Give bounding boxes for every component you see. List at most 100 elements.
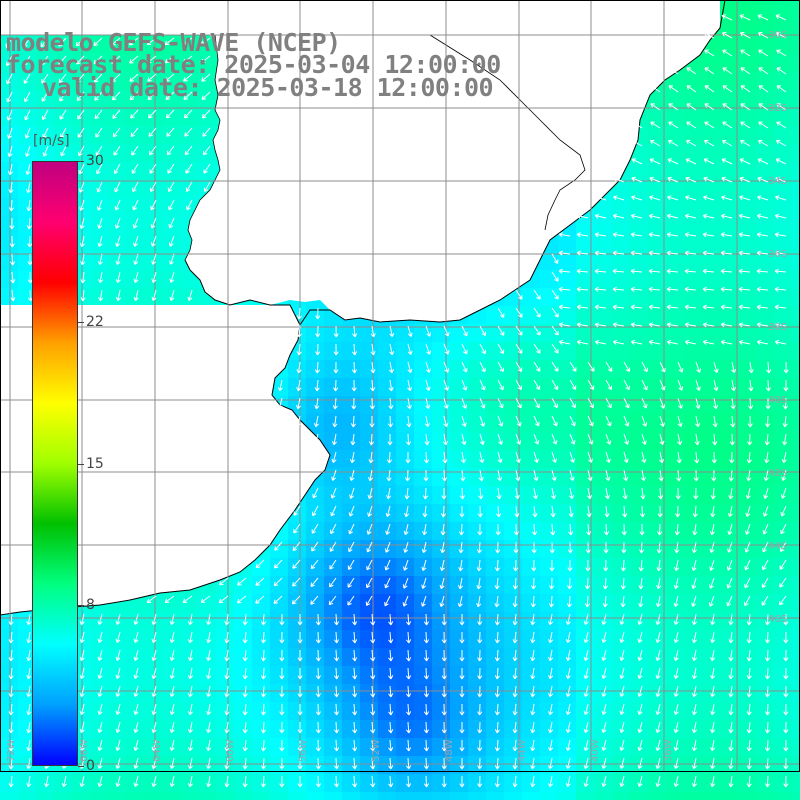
wind-speed-cell (306, 792, 324, 800)
wind-speed-cell (90, 288, 108, 306)
wind-arrow (97, 613, 103, 625)
wind-arrow (441, 613, 447, 626)
wind-speed-cell (792, 396, 800, 414)
wind-speed-cell (432, 522, 450, 540)
wind-arrow (650, 85, 661, 93)
wind-arrow (7, 145, 13, 157)
wind-arrow (168, 199, 175, 211)
wind-arrow (151, 289, 157, 301)
wind-arrow (513, 542, 519, 554)
wind-arrow (79, 235, 85, 248)
wind-speed-cell (324, 522, 342, 540)
wind-arrow (148, 109, 157, 119)
wind-arrow (26, 613, 32, 626)
wind-speed-cell (558, 774, 576, 792)
wind-speed-cell (666, 396, 684, 414)
wind-arrow (783, 379, 789, 392)
wind-speed-cell (324, 378, 342, 396)
wind-arrow (776, 103, 787, 111)
wind-speed-cell (144, 270, 162, 288)
wind-arrow (720, 304, 733, 310)
wind-arrow (297, 721, 303, 734)
wind-arrow (703, 31, 715, 39)
wind-speed-cell (648, 486, 666, 504)
wind-arrow (619, 721, 625, 733)
wind-speed-cell (414, 756, 432, 774)
wind-arrow (762, 505, 769, 517)
wind-speed-cell (666, 216, 684, 234)
wind-speed-cell (612, 216, 630, 234)
wind-arrow (757, 176, 769, 183)
wind-arrow (720, 339, 733, 345)
wind-speed-cell (396, 342, 414, 360)
wind-speed-cell (666, 270, 684, 288)
wind-speed-cell (126, 54, 144, 72)
wind-arrow (721, 31, 733, 39)
wind-arrow (352, 325, 358, 338)
wind-speed-cell (594, 342, 612, 360)
wind-speed-cell (630, 594, 648, 612)
wind-speed-cell (306, 342, 324, 360)
wind-arrow (370, 775, 376, 788)
wind-speed-cell (414, 504, 432, 522)
wind-arrow (224, 649, 230, 662)
wind-speed-cell (18, 234, 36, 252)
wind-speed-cell (648, 108, 666, 126)
colorbar-units: [m/s] (33, 133, 70, 149)
wind-speed-cell (612, 450, 630, 468)
wind-arrow (565, 685, 571, 698)
wind-speed-cell (576, 270, 594, 288)
wind-speed-cell (144, 108, 162, 126)
wind-speed-cell (702, 540, 720, 558)
wind-arrow (548, 613, 554, 626)
wind-arrow (476, 559, 482, 572)
wind-speed-cell (738, 594, 756, 612)
wind-speed-cell (666, 702, 684, 720)
wind-speed-cell (720, 540, 738, 558)
wind-arrow (764, 451, 770, 464)
wind-arrow (459, 722, 465, 734)
wind-speed-cell (666, 306, 684, 324)
wind-arrow (605, 397, 612, 409)
wind-speed-cell (738, 126, 756, 144)
wind-speed-cell (576, 486, 594, 504)
wind-arrow (97, 775, 103, 787)
wind-arrow (583, 613, 589, 626)
wind-speed-cell (234, 792, 252, 800)
wind-speed-cell (252, 738, 270, 756)
wind-arrow (497, 433, 503, 445)
wind-arrow (113, 145, 121, 156)
wind-arrow (459, 686, 465, 698)
wind-arrow (657, 523, 663, 536)
wind-speed-cell (774, 216, 792, 234)
wind-arrow (169, 703, 175, 716)
wind-speed-cell (648, 738, 666, 756)
wind-arrow (587, 415, 594, 427)
wind-arrow (667, 195, 679, 201)
wind-speed-cell (666, 378, 684, 396)
wind-arrow (783, 361, 789, 374)
wind-arrow (202, 127, 211, 137)
wind-speed-cell (522, 558, 540, 576)
wind-speed-cell (342, 774, 360, 792)
wind-speed-cell (414, 432, 432, 450)
wind-arrow (477, 631, 483, 644)
wind-arrow (315, 721, 321, 734)
wind-speed-cell (774, 720, 792, 738)
wind-speed-cell (594, 738, 612, 756)
wind-arrow (384, 577, 391, 589)
wind-arrow (728, 667, 734, 680)
wind-arrow (404, 505, 410, 518)
wind-arrow (515, 451, 521, 463)
wind-speed-cell (180, 792, 198, 800)
wind-speed-cell (576, 342, 594, 360)
wind-arrow (477, 775, 483, 788)
wind-speed-cell (774, 756, 792, 774)
wind-arrow (641, 397, 648, 409)
wind-arrow (631, 195, 643, 201)
wind-speed-cell (522, 360, 540, 378)
wind-vectors (5, 14, 789, 788)
wind-arrow (26, 739, 32, 752)
wind-speed-cell (396, 720, 414, 738)
wind-arrow (79, 739, 85, 752)
